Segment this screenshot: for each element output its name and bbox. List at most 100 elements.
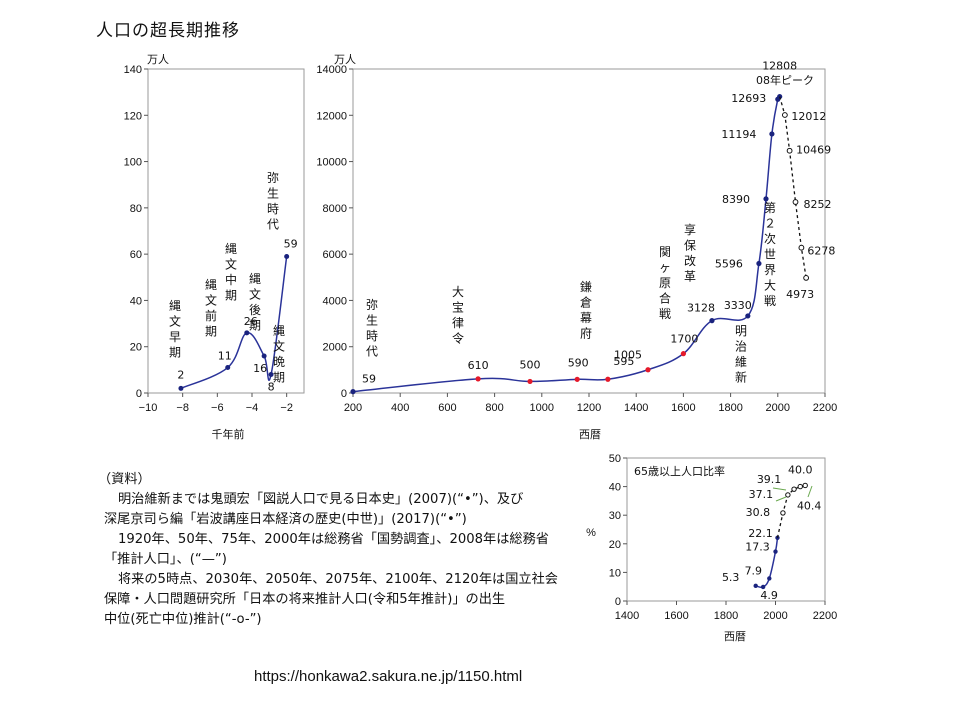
y-tick-label: 8000 <box>323 203 347 215</box>
chart2-history-line <box>352 94 781 393</box>
x-tick-label: 2200 <box>813 610 837 622</box>
note-line: 「推計人口」、(“—”) <box>104 552 227 567</box>
chart2-point <box>680 351 687 357</box>
x-tick-label: 1400 <box>624 402 648 414</box>
note-line: 深尾京司ら編「岩波講座日本経済の歴史(中世)」(2017)(“•”) <box>104 512 467 527</box>
chart3-point <box>760 584 766 590</box>
chart1-era-annotation: 縄文早期 <box>169 298 181 360</box>
chart2-projection-point <box>803 275 810 281</box>
chart3-point <box>753 583 758 589</box>
note-line: 1920年、50年、75年、2000年は総務省「国勢調査」、2008年は総務省 <box>118 532 549 547</box>
y-tick-label: 140 <box>124 64 142 76</box>
chart3-label-leader <box>807 485 813 498</box>
x-tick-label: 400 <box>391 402 409 414</box>
chart2-projection-label: 8252 <box>804 198 832 211</box>
y-tick-label: 10000 <box>316 157 347 169</box>
chart1-data-label: 26 <box>244 315 258 328</box>
y-tick-label: 30 <box>609 510 621 522</box>
chart3-data-label: 22.1 <box>748 527 773 540</box>
x-tick-label: 600 <box>438 402 456 414</box>
peak-annotation: 08年ピーク <box>756 73 814 87</box>
chart1-data-label: 11 <box>218 350 232 363</box>
chart1-data-label: 59 <box>284 237 298 250</box>
chart2-data-label: 11194 <box>721 128 756 141</box>
y-tick-label: 60 <box>130 249 142 261</box>
chart1-point <box>178 385 184 391</box>
chart1-point <box>225 365 231 371</box>
note-line: 将来の5時点、2030年、2050年、2075年、2100年、2120年は国立社… <box>118 572 558 587</box>
chart2-projection-label: 6278 <box>807 245 835 258</box>
chart1-point <box>268 371 274 377</box>
source-notes: （資料） 明治維新までは鬼頭宏「図説人口で見る日本史」(2007)(“•”)、及… <box>98 470 578 630</box>
chart3-label-leader <box>775 496 787 502</box>
chart2-point <box>756 260 762 267</box>
y-tick-label: 14000 <box>316 64 347 76</box>
chart3-projection-point <box>785 492 791 498</box>
chart3-data-label: 17.3 <box>745 541 770 554</box>
chart2-projection-label: 12012 <box>791 110 826 123</box>
x-tick-label: 1000 <box>530 402 554 414</box>
chart1-point <box>284 253 290 259</box>
chart2-data-label: 3128 <box>687 302 715 315</box>
x-tick-label: 1800 <box>718 402 742 414</box>
chart1-era-annotation: 縄文後期 <box>249 271 261 333</box>
chart2-era-annotation: 明治維新 <box>735 324 747 385</box>
chart2-point <box>769 131 775 137</box>
source-url[interactable]: https://honkawa2.sakura.ne.jp/1150.html <box>254 668 523 685</box>
chart2-projection-label: 4973 <box>786 288 814 301</box>
chart3-legend: 65歳以上人口比率 <box>634 464 725 478</box>
chart2-projection-point <box>786 147 793 154</box>
chart3-data-label: 7.9 <box>745 564 763 577</box>
chart2-projection-point <box>781 112 788 118</box>
chart2-projection-label: 10469 <box>796 144 831 157</box>
notes-heading: （資料） <box>98 472 151 487</box>
chart2-projection-line <box>779 96 807 279</box>
chart2-data-label: 12808 <box>762 60 797 73</box>
chart2-data-label: 8390 <box>722 193 750 206</box>
chart2-point <box>645 367 651 373</box>
chart3-projection-label: 39.1 <box>757 473 782 486</box>
chart2-era-annotation: 第２次世界大戦 <box>764 201 776 308</box>
note-line: 保障・人口問題研究所「日本の将来推計人口(令和5年推計)」の出生 <box>104 592 506 607</box>
y-tick-label: 0 <box>341 388 347 400</box>
x-axis-label: 西暦 <box>579 428 601 441</box>
chart2-point <box>709 318 715 324</box>
x-tick-label: −2 <box>280 402 293 414</box>
x-tick-label: 1400 <box>615 610 639 622</box>
y-tick-label: 4000 <box>323 295 347 307</box>
y-axis-unit: 万人 <box>147 53 169 66</box>
chart1-point <box>261 353 267 359</box>
y-axis-unit: % <box>586 527 596 539</box>
chart3-projection-point <box>780 510 786 516</box>
y-axis-unit: 万人 <box>334 53 356 66</box>
y-tick-label: 120 <box>124 110 142 122</box>
y-tick-label: 2000 <box>323 342 347 354</box>
chart2-data-label: 610 <box>468 359 489 372</box>
x-tick-label: −8 <box>176 402 189 414</box>
x-tick-label: 2000 <box>766 402 790 414</box>
y-tick-label: 40 <box>609 482 621 494</box>
chart1-point <box>244 330 250 336</box>
chart2-point <box>350 389 356 395</box>
note-line: 明治維新までは鬼頭宏「図説人口で見る日本史」(2007)(“•”)、及び <box>118 492 524 507</box>
note-line: 中位(死亡中位)推計(“-o-”) <box>104 612 262 627</box>
chart3-projection-point <box>791 486 797 492</box>
chart2-projection-point <box>792 199 799 205</box>
chart2-point <box>605 376 611 382</box>
chart2-data-label: 1700 <box>670 333 698 346</box>
chart2-frame <box>352 68 826 394</box>
x-tick-label: −4 <box>246 402 259 414</box>
x-tick-label: −6 <box>211 402 224 414</box>
chart1-era-annotation: 縄文前期 <box>205 277 217 339</box>
chart1-frame <box>147 68 305 394</box>
y-tick-label: 20 <box>130 342 142 354</box>
chart3-projection-label: 37.1 <box>749 488 774 501</box>
chart1-data-label: 16 <box>253 362 267 375</box>
chart2-data-label: 5596 <box>715 257 743 270</box>
chart3-projection-label: 40.0 <box>788 464 813 477</box>
y-tick-label: 20 <box>609 539 621 551</box>
x-axis-label: 西暦 <box>724 630 746 643</box>
chart3-projection-label: 30.8 <box>746 506 771 519</box>
chart2-point <box>475 376 481 382</box>
